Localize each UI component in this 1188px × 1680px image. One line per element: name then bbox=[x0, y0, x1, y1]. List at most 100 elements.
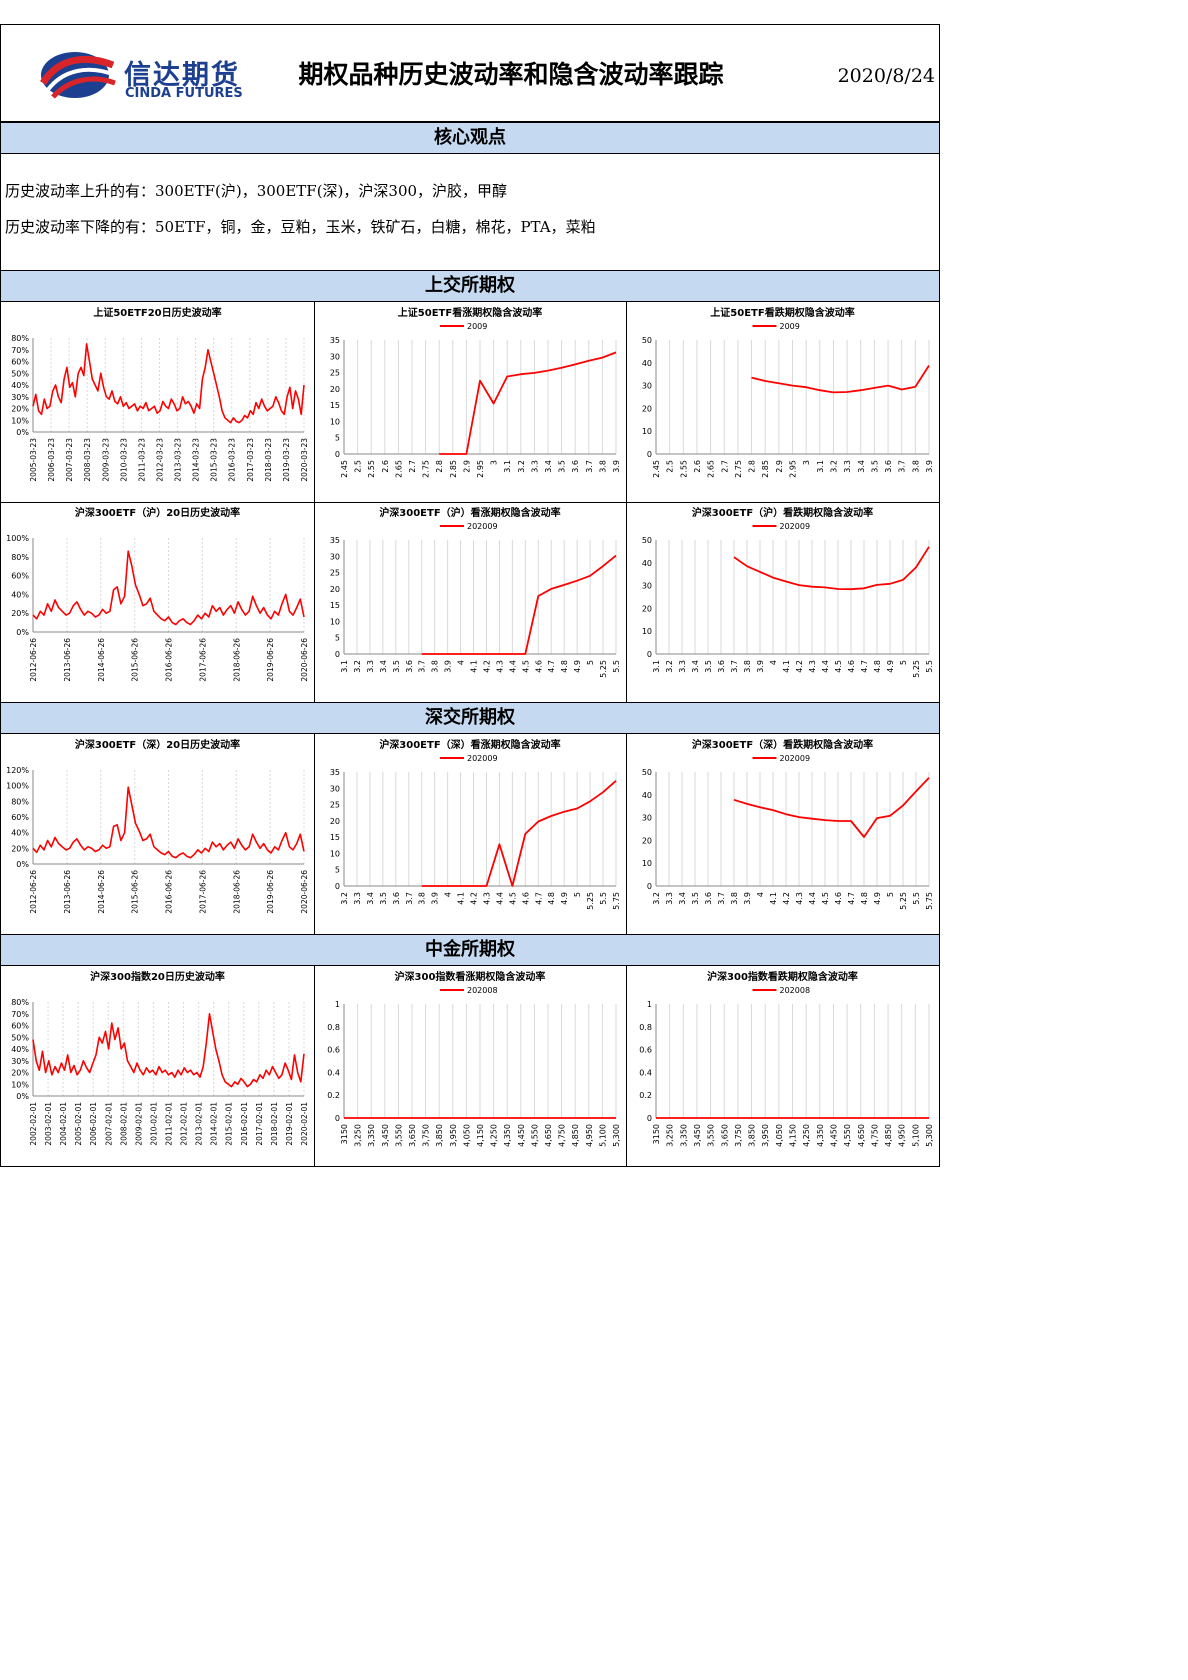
chart-title: 沪深300ETF（深）20日历史波动率 bbox=[75, 738, 240, 751]
y-tick-label: 20% bbox=[11, 609, 29, 618]
chart-szse-300etf-call-iv: 沪深300ETF（深）看涨期权隐含波动率 202009 0 5 10 15 20 25 30 35… bbox=[330, 738, 621, 910]
core-viewpoints: 历史波动率上升的有：300ETF(沪)，300ETF(深)，沪深300，沪胶，甲… bbox=[0, 152, 940, 270]
x-tick-label: 2017-03-23 bbox=[246, 438, 255, 482]
chart-title: 沪深300ETF（沪）20日历史波动率 bbox=[75, 506, 240, 519]
y-tick-label: 100% bbox=[6, 534, 29, 543]
y-tick-label: 10% bbox=[11, 1080, 29, 1089]
x-tick-label: 2002-02-01 bbox=[29, 1102, 38, 1146]
x-tick-label: 2015-06-26 bbox=[131, 870, 140, 914]
y-tick-label: 10 bbox=[330, 849, 340, 858]
series-line bbox=[32, 550, 305, 626]
x-tick-label: 4.7 bbox=[534, 892, 543, 905]
y-tick-label: 0 bbox=[335, 450, 340, 459]
x-tick-label: 4.8 bbox=[547, 892, 556, 905]
y-tick-label: 20 bbox=[642, 604, 652, 613]
x-tick-label: 4,350 bbox=[816, 1124, 825, 1147]
x-tick-label: 4,450 bbox=[829, 1124, 838, 1147]
y-tick-label: 40% bbox=[11, 829, 29, 838]
x-tick-label: 2013-03-23 bbox=[174, 438, 183, 482]
legend-label: 202009 bbox=[467, 754, 498, 763]
y-tick-label: 10 bbox=[330, 617, 340, 626]
x-tick-label: 4.4 bbox=[808, 892, 817, 905]
x-tick-label: 5 bbox=[586, 660, 595, 665]
x-tick-label: 4.5 bbox=[521, 660, 530, 673]
y-tick-label: 35 bbox=[330, 768, 340, 777]
x-tick-label: 3,750 bbox=[734, 1124, 743, 1147]
y-tick-label: 80% bbox=[11, 998, 29, 1007]
y-tick-label: 0.6 bbox=[639, 1046, 652, 1055]
x-tick-label: 3.4 bbox=[366, 892, 375, 905]
x-tick-label: 2.8 bbox=[435, 460, 444, 473]
x-tick-label: 3.7 bbox=[717, 892, 726, 905]
x-tick-label: 2019-02-01 bbox=[285, 1102, 294, 1146]
x-tick-label: 3,950 bbox=[761, 1124, 770, 1147]
x-tick-label: 2005-02-01 bbox=[74, 1102, 83, 1146]
x-tick-label: 5 bbox=[573, 892, 582, 897]
x-tick-label: 3.3 bbox=[678, 660, 687, 673]
chart-title: 沪深300指数20日历史波动率 bbox=[90, 970, 225, 983]
chart-row-szse-300etf: 沪深300ETF（深）20日历史波动率 0% 20% 40% 60% 80% 100% 120… bbox=[0, 734, 940, 935]
x-tick-label: 4,850 bbox=[884, 1124, 893, 1147]
x-tick-label: 3.6 bbox=[571, 460, 580, 473]
y-tick-label: 5 bbox=[335, 434, 340, 443]
x-tick-label: 4.4 bbox=[821, 660, 830, 673]
x-tick-label: 5.25 bbox=[599, 660, 608, 678]
x-tick-label: 3.5 bbox=[392, 660, 401, 673]
x-tick-label: 3.5 bbox=[704, 660, 713, 673]
x-tick-label: 2019-06-26 bbox=[266, 638, 275, 682]
x-tick-label: 2012-06-26 bbox=[29, 870, 38, 914]
x-tick-label: 2017-02-01 bbox=[255, 1102, 264, 1146]
x-tick-label: 2019-06-26 bbox=[266, 870, 275, 914]
x-tick-label: 2.65 bbox=[707, 460, 716, 478]
chart-sse-50etf-call-iv: 上证50ETF看涨期权隐含波动率 2009 0 5 10 15 20 25 30 35 2.45 2.… bbox=[330, 306, 621, 478]
chart-panel: 沪深300ETF（深）看跌期权隐含波动率 202009 0 10 20 30 40 50 3.2… bbox=[626, 734, 939, 934]
x-tick-label: 3.8 bbox=[911, 460, 920, 473]
y-tick-label: 20 bbox=[642, 836, 652, 845]
x-tick-label: 2011-02-01 bbox=[165, 1102, 174, 1146]
x-tick-label: 3.5 bbox=[379, 892, 388, 905]
y-tick-label: 50 bbox=[642, 336, 652, 345]
x-tick-label: 2015-03-23 bbox=[210, 438, 219, 482]
x-tick-label: 5,300 bbox=[925, 1124, 934, 1147]
x-tick-label: 2004-02-01 bbox=[59, 1102, 68, 1146]
x-tick-label: 3,750 bbox=[422, 1124, 431, 1147]
x-tick-label: 5 bbox=[899, 660, 908, 665]
x-tick-label: 4.1 bbox=[457, 892, 466, 905]
y-tick-label: 80% bbox=[11, 797, 29, 806]
x-tick-label: 3,550 bbox=[394, 1124, 403, 1147]
chart-title: 沪深300指数看涨期权隐含波动率 bbox=[395, 970, 546, 983]
x-tick-label: 4,750 bbox=[870, 1124, 879, 1147]
x-tick-label: 2.95 bbox=[476, 460, 485, 478]
y-tick-label: 70% bbox=[11, 1010, 29, 1019]
legend-label: 202009 bbox=[467, 522, 498, 531]
x-tick-label: 3,550 bbox=[707, 1124, 716, 1147]
x-tick-label: 3.9 bbox=[431, 892, 440, 905]
x-tick-label: 3,250 bbox=[354, 1124, 363, 1147]
x-tick-label: 2007-03-23 bbox=[65, 438, 74, 482]
x-tick-label: 2018-03-23 bbox=[264, 438, 273, 482]
x-tick-label: 2005-03-23 bbox=[29, 438, 38, 482]
y-tick-label: 50% bbox=[11, 1033, 29, 1042]
chart-sse-300etf-hv: 沪深300ETF（沪）20日历史波动率 0% 20% 40% 60% 80% 100% 201… bbox=[6, 506, 309, 682]
y-tick-label: 10 bbox=[642, 627, 652, 636]
y-tick-label: 40% bbox=[11, 1045, 29, 1054]
report-title: 期权品种历史波动率和隐含波动率跟踪 bbox=[298, 60, 724, 89]
x-tick-label: 4,650 bbox=[857, 1124, 866, 1147]
x-tick-label: 4.2 bbox=[470, 892, 479, 905]
x-tick-label: 3.7 bbox=[418, 660, 427, 673]
y-tick-label: 0 bbox=[647, 1114, 652, 1123]
x-tick-label: 4,550 bbox=[843, 1124, 852, 1147]
x-tick-label: 3,850 bbox=[748, 1124, 757, 1147]
y-tick-label: 0.6 bbox=[327, 1046, 340, 1055]
x-tick-label: 2009-03-23 bbox=[101, 438, 110, 482]
x-tick-label: 3.9 bbox=[612, 460, 621, 473]
x-tick-label: 3.6 bbox=[717, 660, 726, 673]
x-tick-label: 4,450 bbox=[517, 1124, 526, 1147]
x-tick-label: 5,100 bbox=[598, 1124, 607, 1147]
y-tick-label: 80% bbox=[11, 334, 29, 343]
x-tick-label: 2.85 bbox=[449, 460, 458, 478]
x-tick-label: 2012-06-26 bbox=[29, 638, 38, 682]
x-tick-label: 4,250 bbox=[490, 1124, 499, 1147]
x-tick-label: 5.25 bbox=[586, 892, 595, 910]
viewpoint-fall: 历史波动率下降的有：50ETF，铜，金，豆粕，玉米，铁矿石，白糖，棉花，PTA，… bbox=[5, 218, 596, 236]
